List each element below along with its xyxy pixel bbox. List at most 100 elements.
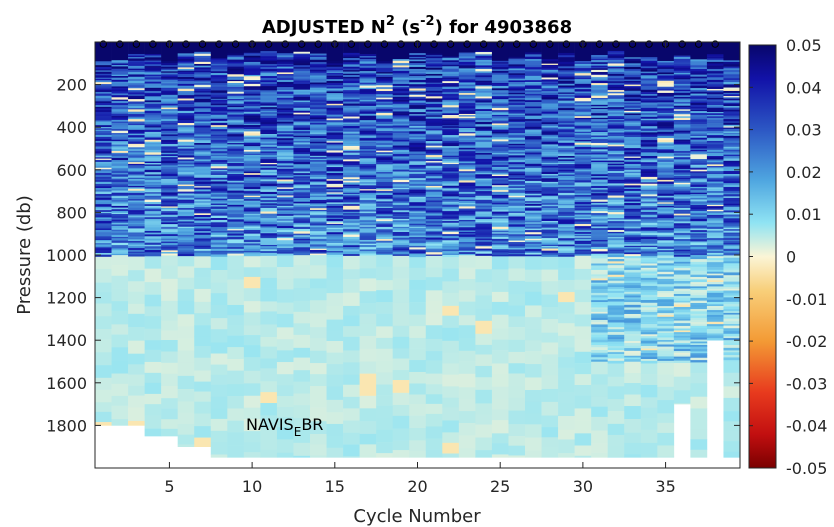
heatmap-cell	[161, 155, 178, 158]
heatmap-cell	[144, 69, 162, 72]
heatmap-cell	[343, 350, 360, 363]
heatmap-cell	[525, 216, 542, 219]
heatmap-cell	[525, 97, 542, 101]
heatmap-cell	[508, 169, 526, 172]
heatmap-cell	[607, 324, 625, 328]
heatmap-cell	[640, 281, 658, 284]
heatmap-cell	[673, 231, 691, 234]
heatmap-cell	[458, 103, 476, 105]
heatmap-cell	[475, 107, 493, 110]
heatmap-cell	[144, 72, 162, 75]
heatmap-cell	[508, 165, 526, 168]
heatmap-cell	[392, 212, 410, 215]
heatmap-cell	[243, 395, 261, 408]
heatmap-cell	[525, 54, 542, 57]
heatmap-cell	[624, 154, 642, 157]
heatmap-cell	[177, 208, 195, 210]
heatmap-cell	[409, 219, 427, 222]
heatmap-cell	[491, 127, 509, 130]
heatmap-cell	[657, 77, 675, 80]
heatmap-cell	[326, 99, 344, 102]
heatmap-cell	[144, 98, 162, 101]
heatmap-cell	[177, 104, 195, 106]
heatmap-cell	[640, 134, 658, 138]
heatmap-cell	[508, 214, 526, 217]
heatmap-cell	[541, 221, 559, 223]
heatmap-cell	[310, 238, 327, 242]
heatmap-cell	[409, 114, 427, 116]
heatmap-cell	[690, 76, 708, 79]
heatmap-cell	[442, 216, 460, 219]
heatmap-cell	[458, 242, 476, 244]
heatmap-cell	[607, 93, 625, 96]
heatmap-cell	[177, 147, 195, 149]
heatmap-cell	[591, 354, 608, 358]
heatmap-cell	[690, 226, 708, 229]
heatmap-cell	[624, 60, 642, 63]
heatmap-cell	[177, 201, 195, 204]
heatmap-cell	[491, 185, 509, 187]
heatmap-cell	[541, 248, 559, 251]
heatmap-cell	[525, 131, 542, 135]
heatmap-cell	[574, 242, 592, 245]
heatmap-cell	[310, 166, 327, 170]
heatmap-cell	[376, 150, 393, 153]
heatmap-cell	[673, 133, 691, 137]
heatmap-cell	[442, 98, 460, 101]
heatmap-cell	[227, 109, 245, 112]
heatmap-cell	[525, 192, 542, 195]
heatmap-cell	[624, 134, 642, 138]
heatmap-cell	[210, 318, 228, 330]
heatmap-cell	[425, 118, 443, 121]
heatmap-cell	[276, 179, 294, 182]
heatmap-cell	[227, 63, 245, 66]
heatmap-cell	[161, 169, 178, 171]
heatmap-cell	[558, 82, 575, 85]
heatmap-cell	[409, 267, 427, 281]
heatmap-cell	[541, 181, 559, 184]
heatmap-cell	[640, 354, 658, 358]
heatmap-cell	[177, 300, 195, 315]
heatmap-cell	[194, 51, 212, 55]
heatmap-cell	[194, 55, 212, 58]
heatmap-cell	[376, 66, 393, 69]
heatmap-cell	[111, 215, 129, 219]
heatmap-cell	[574, 198, 592, 201]
heatmap-cell	[673, 237, 691, 240]
heatmap-cell	[607, 354, 625, 356]
heatmap-cell	[491, 139, 509, 142]
heatmap-cell	[508, 98, 526, 100]
heatmap-cell	[293, 70, 311, 74]
heatmap-cell	[673, 259, 691, 263]
heatmap-cell	[95, 109, 112, 113]
heatmap-cell	[525, 291, 542, 306]
heatmap-cell	[260, 242, 278, 246]
heatmap-cell	[491, 82, 509, 85]
heatmap-cell	[276, 183, 294, 186]
heatmap-cell	[227, 78, 245, 81]
heatmap-cell	[541, 124, 559, 127]
heatmap-cell	[657, 79, 675, 82]
heatmap-cell	[194, 84, 212, 88]
heatmap-cell	[607, 214, 625, 217]
heatmap-cell	[210, 364, 228, 376]
heatmap-cell	[409, 170, 427, 173]
heatmap-cell	[475, 80, 493, 83]
heatmap-cell	[343, 269, 360, 280]
heatmap-cell	[177, 42, 195, 54]
heatmap-cell	[541, 269, 559, 282]
heatmap-cell	[607, 259, 625, 262]
heatmap-cell	[276, 192, 294, 195]
heatmap-cell	[128, 250, 145, 252]
heatmap-cell	[491, 119, 509, 122]
heatmap-cell	[243, 218, 261, 221]
heatmap-cell	[326, 293, 344, 307]
heatmap-cell	[243, 97, 261, 101]
heatmap-cell	[541, 117, 559, 121]
heatmap-cell	[260, 146, 278, 149]
heatmap-cell	[392, 88, 410, 92]
heatmap-cell	[574, 252, 592, 255]
heatmap-cell	[177, 82, 195, 85]
heatmap-cell	[359, 107, 377, 110]
heatmap-cell	[508, 89, 526, 91]
